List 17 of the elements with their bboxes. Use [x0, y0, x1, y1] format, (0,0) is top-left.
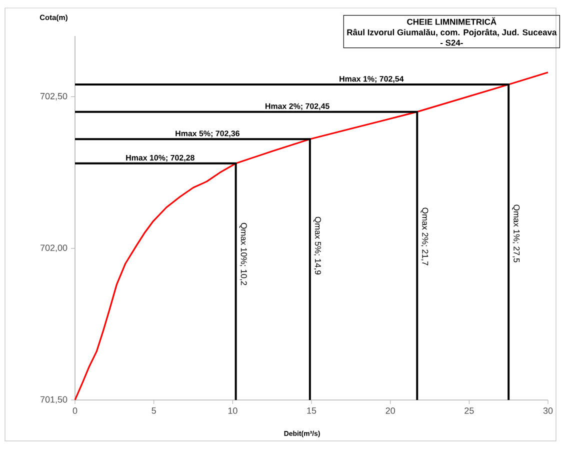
annotation: Qmax 10%; 10,2 — [239, 222, 247, 286]
chart-title: CHEIE LIMNIMETRICĂ — [407, 17, 496, 25]
y-tick-label: 702,50 — [40, 92, 68, 100]
x-tick-label: 25 — [464, 407, 474, 414]
x-tick-label: 0 — [72, 407, 78, 414]
annotation: - S24- — [440, 40, 463, 46]
x-tick-label: 10 — [228, 407, 238, 414]
annotation: Qmax 1%; 27,5 — [512, 204, 520, 262]
x-tick-label: 15 — [307, 407, 316, 414]
annotation: Qmax 5%; 14,9 — [313, 216, 321, 274]
chart-subtitle: Râul Izvorul Giumalău, com. Pojorâta, Jud. Suceava — [347, 28, 557, 37]
y-tick-label: 702,00 — [40, 244, 68, 252]
x-tick-label: 20 — [386, 407, 395, 414]
x-tick-label: 30 — [543, 407, 553, 414]
y-tick-label: 701,50 — [40, 396, 68, 404]
annotation: Qmax 2%; 21,7 — [420, 208, 428, 266]
x-tick-label: 5 — [152, 407, 156, 414]
